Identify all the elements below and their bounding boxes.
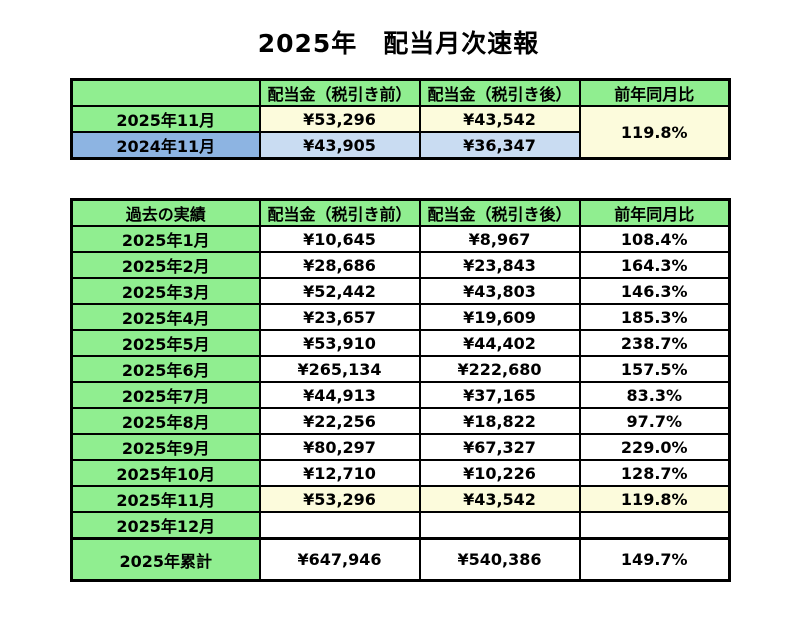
table-row: 2025年10月 ¥12,710 ¥10,226 128.7%: [70, 459, 731, 487]
table-row: 2025年6月 ¥265,134 ¥222,680 157.5%: [70, 355, 731, 383]
post-tax-cell: ¥43,542: [418, 485, 581, 513]
yoy-cell: 238.7%: [578, 329, 731, 357]
total-yoy-cell: 149.7%: [578, 537, 731, 582]
pre-tax-cell: ¥80,297: [258, 433, 421, 461]
history-table: 過去の実績 配当金（税引き前） 配当金（税引き後） 前年同月比 2025年1月 …: [70, 198, 731, 582]
post-tax-cell: ¥10,226: [418, 459, 581, 487]
yoy-cell: [578, 511, 731, 540]
total-pre-tax-cell: ¥647,946: [258, 537, 421, 582]
summary-row-2024-11: 2024年11月 ¥43,905 ¥36,347: [70, 131, 730, 160]
post-tax-cell: ¥18,822: [418, 407, 581, 435]
table-row-current-month: 2025年11月 ¥53,296 ¥43,542 119.8%: [70, 485, 731, 513]
summary-header-yoy-cell: 前年同月比: [578, 78, 731, 107]
pre-tax-cell: ¥52,442: [258, 277, 421, 305]
post-tax-cell: ¥19,609: [418, 303, 581, 331]
pre-tax-cell: ¥53,910: [258, 329, 421, 357]
yoy-merged-cell: 119.8%: [578, 105, 731, 160]
history-header-yoy-cell: 前年同月比: [578, 198, 731, 227]
month-label-cell: 2025年5月: [70, 329, 261, 357]
month-label-cell: 2025年2月: [70, 251, 261, 279]
summary-table: 配当金（税引き前） 配当金（税引き後） 前年同月比 2025年11月 ¥53,2…: [70, 78, 731, 160]
pre-tax-cell: ¥10,645: [258, 225, 421, 253]
yoy-cell: 146.3%: [578, 277, 731, 305]
month-label-cell: 2025年11月: [70, 485, 261, 513]
month-label-cell: 2025年8月: [70, 407, 261, 435]
post-tax-cell: ¥67,327: [418, 433, 581, 461]
yoy-cell: 83.3%: [578, 381, 731, 409]
table-row: 2025年3月 ¥52,442 ¥43,803 146.3%: [70, 277, 731, 305]
history-header-row: 過去の実績 配当金（税引き前） 配当金（税引き後） 前年同月比: [70, 198, 731, 227]
history-header-posttax-cell: 配当金（税引き後）: [418, 198, 581, 227]
table-row: 2025年12月: [70, 511, 731, 540]
post-tax-cell: ¥43,542: [418, 105, 581, 133]
pre-tax-cell: ¥22,256: [258, 407, 421, 435]
yoy-cell: 185.3%: [578, 303, 731, 331]
pre-tax-cell: ¥44,913: [258, 381, 421, 409]
summary-header-empty-cell: [70, 78, 261, 107]
table-row: 2025年8月 ¥22,256 ¥18,822 97.7%: [70, 407, 731, 435]
month-label-cell: 2025年7月: [70, 381, 261, 409]
post-tax-cell: ¥222,680: [418, 355, 581, 383]
summary-header-row: 配当金（税引き前） 配当金（税引き後） 前年同月比: [70, 78, 731, 107]
post-tax-cell: ¥44,402: [418, 329, 581, 357]
table-row: 2025年9月 ¥80,297 ¥67,327 229.0%: [70, 433, 731, 461]
month-label-cell: 2025年6月: [70, 355, 261, 383]
table-row: 2025年2月 ¥28,686 ¥23,843 164.3%: [70, 251, 731, 279]
post-tax-cell: ¥37,165: [418, 381, 581, 409]
yoy-cell: 97.7%: [578, 407, 731, 435]
history-header-label-cell: 過去の実績: [70, 198, 261, 227]
month-label-cell: 2025年1月: [70, 225, 261, 253]
month-label-cell: 2025年3月: [70, 277, 261, 305]
post-tax-cell: ¥8,967: [418, 225, 581, 253]
yoy-cell: 157.5%: [578, 355, 731, 383]
table-row: 2025年5月 ¥53,910 ¥44,402 238.7%: [70, 329, 731, 357]
summary-header-posttax-cell: 配当金（税引き後）: [418, 78, 581, 107]
month-label-cell: 2025年4月: [70, 303, 261, 331]
post-tax-cell: [418, 511, 581, 540]
month-label-cell: 2025年10月: [70, 459, 261, 487]
pre-tax-cell: ¥53,296: [258, 105, 421, 133]
yoy-cell: 119.8%: [578, 485, 731, 513]
month-label-cell: 2025年12月: [70, 511, 261, 540]
month-label-cell: 2024年11月: [70, 131, 261, 160]
total-row: 2025年累計 ¥647,946 ¥540,386 149.7%: [70, 537, 731, 582]
post-tax-cell: ¥23,843: [418, 251, 581, 279]
yoy-cell: 164.3%: [578, 251, 731, 279]
yoy-cell: 128.7%: [578, 459, 731, 487]
yoy-cell: 108.4%: [578, 225, 731, 253]
month-label-cell: 2025年11月: [70, 105, 261, 133]
pre-tax-cell: ¥43,905: [258, 131, 421, 160]
summary-header-pretax-cell: 配当金（税引き前）: [258, 78, 421, 107]
pre-tax-cell: [258, 511, 421, 540]
post-tax-cell: ¥43,803: [418, 277, 581, 305]
pre-tax-cell: ¥23,657: [258, 303, 421, 331]
post-tax-cell: ¥36,347: [418, 131, 581, 160]
history-header-pretax-cell: 配当金（税引き前）: [258, 198, 421, 227]
month-label-cell: 2025年9月: [70, 433, 261, 461]
total-label-cell: 2025年累計: [70, 537, 261, 582]
page-title: 2025年 配当月次速報: [257, 29, 540, 58]
table-row: 2025年7月 ¥44,913 ¥37,165 83.3%: [70, 381, 731, 409]
total-post-tax-cell: ¥540,386: [418, 537, 581, 582]
summary-row-2025-11: 2025年11月 ¥53,296 ¥43,542 119.8%: [70, 105, 731, 160]
yoy-cell: 229.0%: [578, 433, 731, 461]
pre-tax-cell: ¥265,134: [258, 355, 421, 383]
pre-tax-cell: ¥12,710: [258, 459, 421, 487]
pre-tax-cell: ¥53,296: [258, 485, 421, 513]
pre-tax-cell: ¥28,686: [258, 251, 421, 279]
table-row: 2025年1月 ¥10,645 ¥8,967 108.4%: [70, 225, 731, 253]
table-row: 2025年4月 ¥23,657 ¥19,609 185.3%: [70, 303, 731, 331]
